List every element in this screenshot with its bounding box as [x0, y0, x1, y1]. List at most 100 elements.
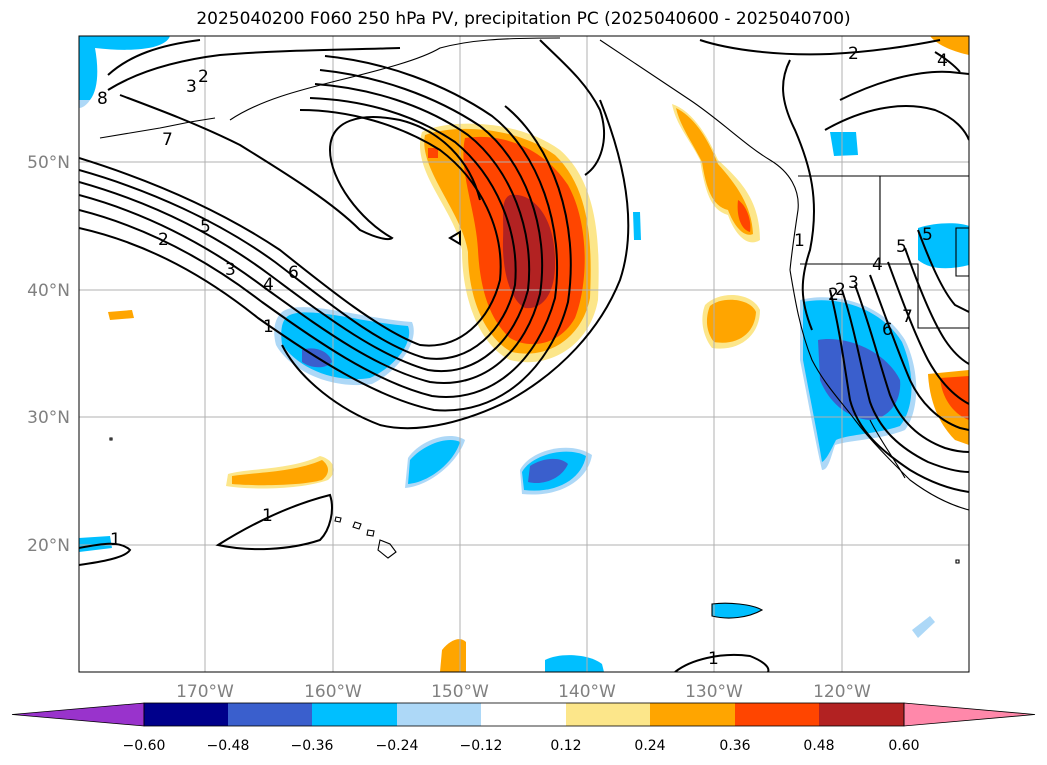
island-1: [109, 437, 113, 441]
island-2: [955, 559, 960, 564]
pv-contour-13: [674, 654, 770, 672]
contour-label: 7: [902, 307, 913, 327]
colorbar-segment: [481, 703, 566, 726]
baja-coast: [869, 419, 906, 479]
pv-contour-21: [917, 229, 969, 313]
longitude-label: 150°W: [431, 682, 489, 702]
precip-anomaly-negative-bottom: [545, 655, 604, 672]
contour-label: 4: [937, 51, 948, 71]
map-content: 2 3 8 7 5 2 3 4 6 1 1 1 1 2 4 1 5 3 4 6 …: [79, 36, 969, 672]
pv-contour-12: [79, 542, 132, 566]
us-west-coast: [789, 269, 969, 511]
precip-anomaly-negative-thin: [633, 212, 641, 240]
precip-anomaly-negative-nw: [79, 36, 170, 100]
latitude-label: 20°N: [27, 536, 70, 556]
longitude-label: 120°W: [813, 682, 871, 702]
pv-contour-8: [107, 39, 401, 91]
pv-contour-1: [79, 109, 502, 347]
colorbar-segment: [903, 702, 1036, 727]
contour-label: 2: [848, 44, 859, 64]
colorbar-tick-label: 0.36: [719, 738, 750, 754]
pv-contour-10: [448, 230, 461, 246]
latitude-label: 40°N: [27, 281, 70, 301]
contour-label: 6: [288, 263, 299, 283]
colorbar: −0.60 −0.48 −0.36 −0.24 −0.12 0.12 0.24 …: [11, 702, 1036, 754]
contour-label: 1: [708, 649, 719, 669]
states-3: [955, 227, 969, 277]
pv-contour-5: [79, 55, 559, 398]
precip-anomaly-positive-central-5: [428, 148, 438, 158]
contour-label: 5: [200, 217, 211, 237]
colorbar-segment: [819, 703, 904, 726]
pv-contour-17: [854, 284, 969, 453]
colorbar-outline: [143, 702, 905, 727]
precip-anomaly-negative-nw-2: [79, 100, 90, 108]
colorbar-segment: [650, 703, 735, 726]
pv-contour-labels: 2 3 8 7 5 2 3 4 6 1 1 1 1 2 4 1 5 3 4 6 …: [97, 44, 948, 669]
precip-anomaly-negative-nmex: [830, 132, 858, 156]
precip-anomaly-positive-east-small-2: [706, 299, 756, 343]
states-2: [880, 263, 969, 329]
contour-label: 3: [848, 273, 859, 293]
precip-anomaly-positive-bc-3: [737, 200, 751, 232]
precip-anomaly-negative-left: [79, 536, 112, 552]
contour-label: 7: [162, 130, 173, 150]
hawaii-4: [366, 529, 375, 537]
colorbar-tick-label: 0.60: [888, 738, 919, 754]
precip-anomaly-negative-hawaii-ne-2: [408, 440, 460, 484]
contour-label: 8: [97, 89, 108, 109]
precip-anomaly-positive-sw-2: [232, 460, 328, 486]
pv-contour-24: [699, 39, 941, 56]
blob-outline-1: [711, 602, 764, 619]
precip-anomaly-positive-small: [108, 310, 134, 320]
longitude-labels: 170°W 160°W 150°W 140°W 130°W 120°W: [176, 682, 871, 702]
colorbar-tick-label: −0.36: [291, 738, 334, 754]
hawaii-2: [352, 521, 362, 530]
colorbar-segment: [312, 703, 397, 726]
longitude-label: 140°W: [558, 682, 616, 702]
latitude-labels: 50°N 40°N 30°N 20°N: [27, 153, 70, 556]
longitude-label: 170°W: [176, 682, 234, 702]
colorbar-tick-label: 0.12: [550, 738, 581, 754]
hawaii-1: [377, 539, 397, 559]
pv-contour-15: [829, 289, 969, 493]
pv-contour-2: [79, 97, 517, 360]
contour-label: 1: [794, 231, 805, 251]
pv-contour-9: [119, 94, 481, 240]
pv-contour-25: [539, 39, 605, 176]
colorbar-segment: [144, 703, 228, 726]
colorbar-tick-label: −0.12: [460, 738, 503, 754]
contour-label: 3: [225, 260, 236, 280]
pv-contour-19: [887, 261, 969, 405]
pv-contour-11: [215, 493, 333, 551]
pv-contours: [79, 39, 969, 672]
contour-label: 5: [922, 225, 933, 245]
colorbar-segment: [566, 703, 650, 726]
alaska-coast: [229, 37, 561, 121]
colorbar-segment: [11, 702, 145, 727]
colorbar-tick-label: −0.48: [207, 738, 250, 754]
pv-contour-18: [869, 274, 969, 431]
colorbar-tick-labels: −0.60 −0.48 −0.36 −0.24 −0.12 0.12 0.24 …: [123, 738, 920, 754]
contour-label: 2: [835, 280, 846, 300]
colorbar-segments: [11, 702, 1036, 727]
coastlines: [99, 37, 969, 619]
colorbar-segment: [228, 703, 312, 726]
pv-contour-16: [841, 289, 969, 473]
pv-contour-7: [281, 99, 630, 430]
pv-contour-20: [904, 247, 969, 365]
colorbar-tick-label: −0.60: [123, 738, 166, 754]
pv-contour-23: [839, 70, 969, 101]
colorbar-tick-label: 0.48: [803, 738, 834, 754]
colorbar-segment: [397, 703, 481, 726]
pv-contour-6: [79, 105, 572, 412]
colorbar-tick-label: 0.24: [634, 738, 665, 754]
longitude-label: 160°W: [304, 682, 362, 702]
colorbar-tick-label: −0.24: [376, 738, 419, 754]
precip-shading: [79, 36, 969, 672]
precip-anomaly-negative-bottom-2: [712, 603, 762, 618]
contour-label: 2: [828, 285, 839, 305]
contour-label: 1: [263, 317, 274, 337]
contour-label: 4: [263, 275, 274, 295]
